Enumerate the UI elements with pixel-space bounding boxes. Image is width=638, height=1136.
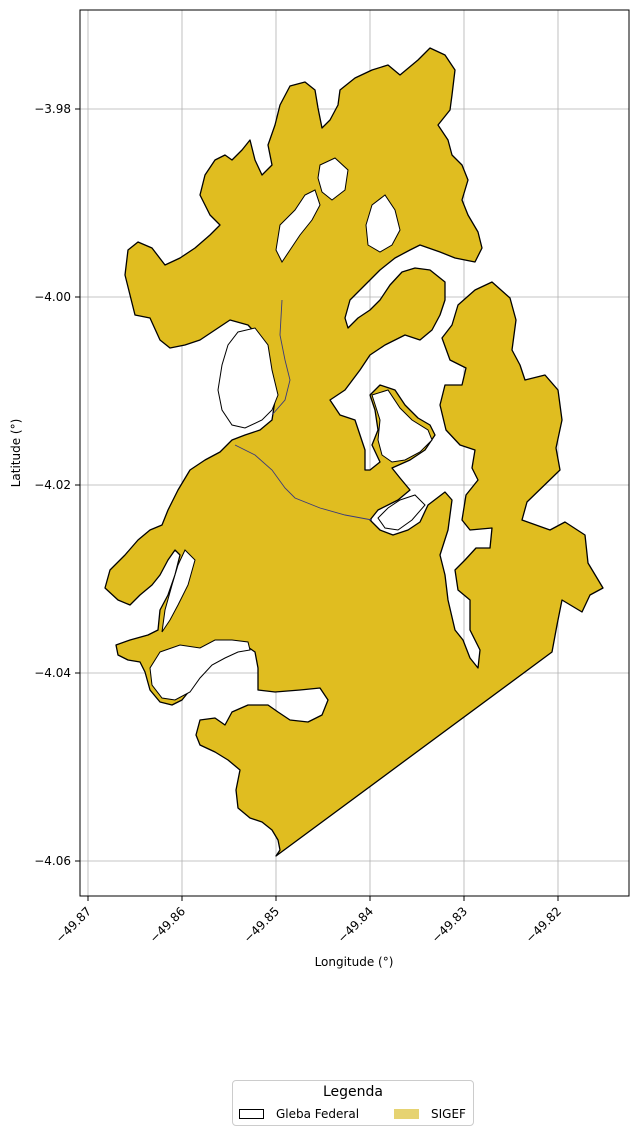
legend: Legenda Gleba Federal SIGEF [232, 1080, 474, 1126]
legend-item-sigef: SIGEF [394, 1106, 466, 1122]
y-tick-labels: −3.98 −4.00 −4.02 −4.04 −4.06 [34, 102, 71, 868]
x-tick-label: −49.87 [53, 904, 94, 945]
x-tick-label: −49.85 [241, 904, 282, 945]
gleba-federal-swatch [239, 1109, 264, 1119]
y-tick-label: −3.98 [34, 102, 71, 116]
territory-hole [371, 389, 433, 463]
x-tick-labels: −49.87 −49.86 −49.85 −49.84 −49.83 −49.8… [53, 904, 564, 945]
internal-boundary [234, 444, 373, 521]
x-tick-label: −49.82 [523, 904, 564, 945]
territory-hole [161, 549, 196, 633]
x-tick-label: −49.83 [429, 904, 470, 945]
y-tick-label: −4.04 [34, 666, 71, 680]
x-tick-label: −49.84 [335, 904, 376, 945]
y-axis-label: Latitude (°) [9, 419, 23, 488]
x-tick-label: −49.86 [147, 904, 188, 945]
internal-boundary [271, 299, 291, 416]
y-tick-label: −4.00 [34, 290, 71, 304]
territory-hole [217, 327, 279, 429]
axes-frame [79, 9, 630, 897]
y-tick-label: −4.06 [34, 854, 71, 868]
y-tick-label: −4.02 [34, 478, 71, 492]
territory-hole [365, 194, 401, 253]
territory-hole [149, 639, 251, 701]
sigef-swatch [394, 1109, 419, 1119]
x-ticks [87, 896, 559, 901]
x-axis-label: Longitude (°) [315, 955, 394, 969]
territory-hole [275, 189, 321, 263]
gleba-sigef-main-polygon [104, 47, 604, 857]
territory-hole [377, 494, 426, 531]
territory-hole [317, 157, 349, 201]
legend-item-gleba-federal: Gleba Federal [239, 1106, 359, 1122]
y-ticks [75, 108, 80, 862]
legend-title: Legenda [322, 1084, 383, 1100]
legend-label: SIGEF [431, 1107, 466, 1121]
territory [104, 47, 604, 857]
legend-label: Gleba Federal [276, 1107, 360, 1121]
